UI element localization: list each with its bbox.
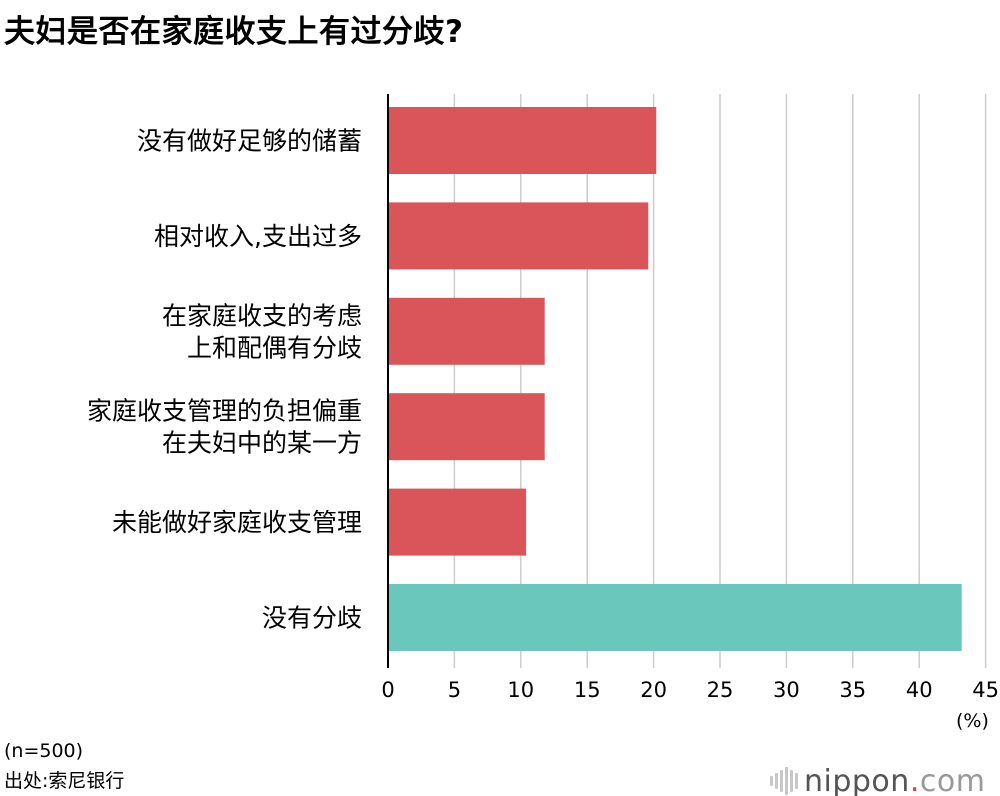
category-label: 在夫妇中的某一方 <box>162 429 362 458</box>
x-tick-labels: 0 5 10 15 20 25 30 35 40 45 <box>381 678 999 702</box>
bar <box>388 107 657 174</box>
category-labels: 没有做好足够的储蓄相对收入,支出过多在家庭收支的考虑上和配偶有分歧家庭收支管理的… <box>87 127 362 633</box>
x-tick-label: 20 <box>640 678 667 702</box>
sample-note: (n=500) <box>4 740 84 762</box>
x-tick-label: 35 <box>839 678 866 702</box>
category-label: 家庭收支管理的负担偏重 <box>87 397 362 426</box>
logo-tld: com <box>919 763 986 796</box>
logo-bars-icon <box>770 767 798 795</box>
x-tick-label: 25 <box>707 678 734 702</box>
x-tick-label: 30 <box>773 678 800 702</box>
category-label: 在家庭收支的考虑 <box>162 301 362 330</box>
category-label: 上和配偶有分歧 <box>187 333 362 362</box>
bar-chart: 没有做好足够的储蓄相对收入,支出过多在家庭收支的考虑上和配偶有分歧家庭收支管理的… <box>87 94 999 702</box>
x-tick-label: 0 <box>381 678 394 702</box>
source-note: 出处:索尼银行 <box>4 770 125 792</box>
unit-label: (%) <box>956 710 989 732</box>
bar <box>388 584 962 651</box>
bar <box>388 488 527 556</box>
nippon-logo: nippon.com <box>770 764 985 796</box>
logo-dot: . <box>909 763 920 796</box>
x-tick-label: 5 <box>448 678 461 702</box>
x-tick-label: 10 <box>507 678 534 702</box>
grid-lines <box>453 94 987 668</box>
chart-title: 夫妇是否在家庭收支上有过分歧? <box>4 14 464 50</box>
category-label: 没有做好足够的储蓄 <box>137 127 362 156</box>
bars <box>388 107 962 651</box>
category-label: 未能做好家庭收支管理 <box>112 508 362 537</box>
bar <box>388 393 545 461</box>
bar <box>388 297 545 365</box>
logo-name: nippon <box>804 763 910 796</box>
x-tick-label: 40 <box>906 678 933 702</box>
x-tick-label: 45 <box>972 678 999 702</box>
bar <box>388 202 649 270</box>
x-tick-label: 15 <box>574 678 601 702</box>
category-label: 没有分歧 <box>262 604 362 633</box>
category-label: 相对收入,支出过多 <box>154 222 362 251</box>
